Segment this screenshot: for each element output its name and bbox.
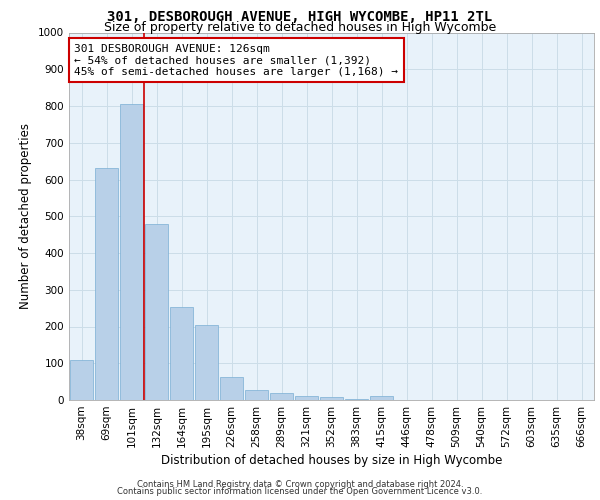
Text: Contains HM Land Registry data © Crown copyright and database right 2024.: Contains HM Land Registry data © Crown c… — [137, 480, 463, 489]
Text: 301, DESBOROUGH AVENUE, HIGH WYCOMBE, HP11 2TL: 301, DESBOROUGH AVENUE, HIGH WYCOMBE, HP… — [107, 10, 493, 24]
Bar — [120, 104, 143, 400]
X-axis label: Distribution of detached houses by size in High Wycombe: Distribution of detached houses by size … — [161, 454, 502, 467]
Bar — [145, 224, 168, 400]
Bar — [245, 390, 268, 400]
Bar — [345, 399, 368, 400]
Bar — [95, 168, 118, 400]
Bar — [70, 360, 93, 400]
Bar — [220, 377, 243, 400]
Text: Size of property relative to detached houses in High Wycombe: Size of property relative to detached ho… — [104, 21, 496, 34]
Bar — [170, 307, 193, 400]
Bar — [370, 396, 393, 400]
Bar — [320, 397, 343, 400]
Bar — [270, 394, 293, 400]
Bar — [295, 396, 318, 400]
Text: Contains public sector information licensed under the Open Government Licence v3: Contains public sector information licen… — [118, 487, 482, 496]
Y-axis label: Number of detached properties: Number of detached properties — [19, 123, 32, 309]
Text: 301 DESBOROUGH AVENUE: 126sqm
← 54% of detached houses are smaller (1,392)
45% o: 301 DESBOROUGH AVENUE: 126sqm ← 54% of d… — [74, 44, 398, 76]
Bar — [195, 324, 218, 400]
